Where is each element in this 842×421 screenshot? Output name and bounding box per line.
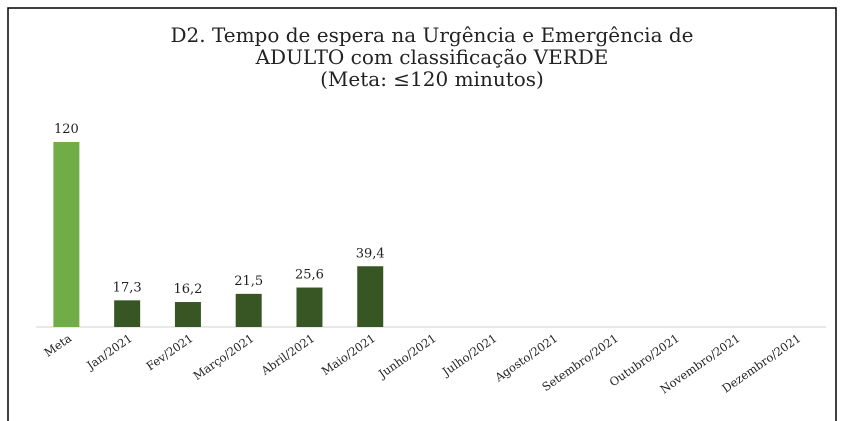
chart-title: (Meta: ≤120 minutos) [320, 67, 544, 91]
value-label: 39,4 [356, 246, 385, 261]
x-tick-label: Março/2021 [191, 331, 257, 383]
value-label: 25,6 [295, 268, 324, 283]
value-label: 17,3 [113, 280, 142, 295]
chart-border [7, 7, 837, 421]
x-tick-label: Maio/2021 [319, 331, 378, 378]
x-tick-label: Julho/2021 [439, 331, 500, 379]
bar [235, 293, 262, 327]
x-tick-label: Jan/2021 [83, 331, 134, 373]
bar [174, 302, 201, 327]
bar [357, 266, 384, 327]
chart-title: ADULTO com classificação VERDE [255, 45, 609, 69]
x-tick-label: Fev/2021 [144, 331, 196, 373]
bar [114, 300, 141, 327]
chart-title: D2. Tempo de espera na Urgência e Emergê… [170, 23, 693, 47]
value-label: 120 [54, 122, 79, 137]
bar [296, 287, 323, 327]
value-label: 16,2 [173, 282, 202, 297]
value-label: 21,5 [234, 274, 263, 289]
x-tick-label: Junho/2021 [375, 331, 439, 381]
bar [53, 142, 80, 327]
x-tick-label: Meta [41, 331, 74, 360]
x-tick-label: Abril/2021 [258, 331, 317, 378]
